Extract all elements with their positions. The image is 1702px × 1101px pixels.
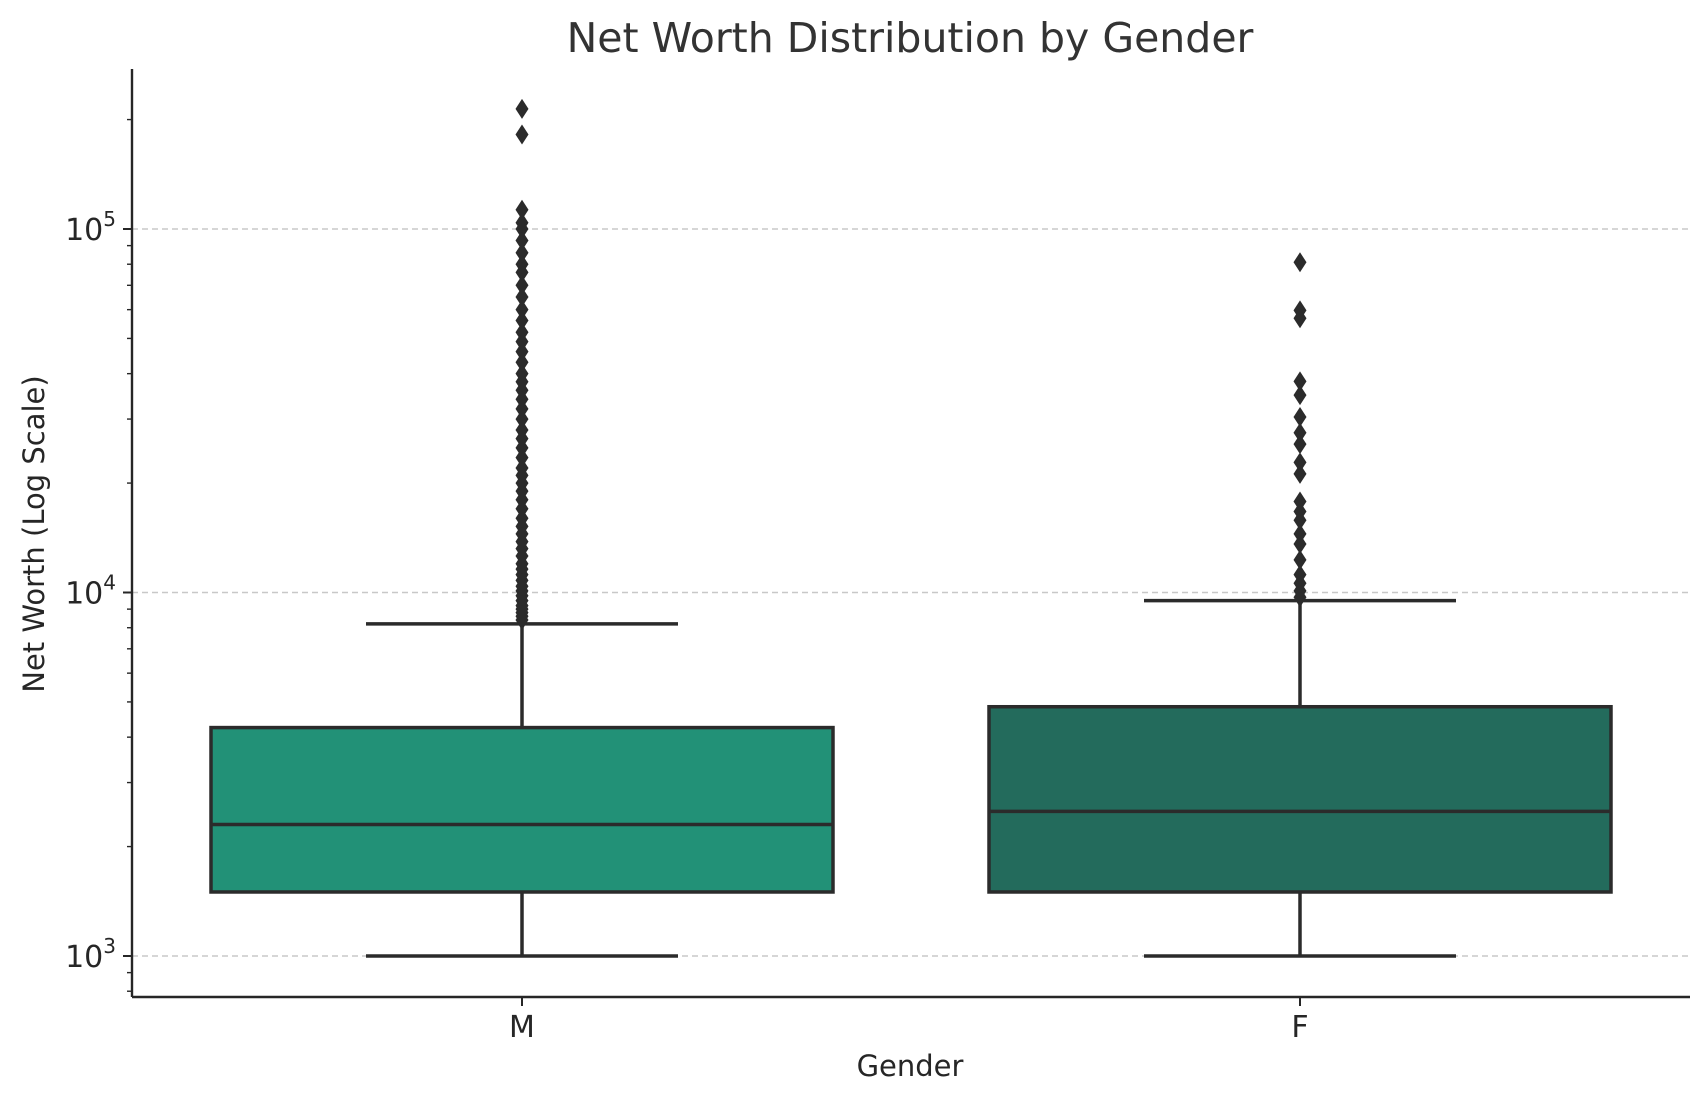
outlier-point <box>1293 501 1307 522</box>
outlier-point <box>515 212 529 233</box>
outlier-point <box>515 275 529 296</box>
outlier-point <box>515 363 529 384</box>
axes <box>130 69 1690 999</box>
x-tick-label-F: F <box>1291 1010 1308 1045</box>
outlier-point <box>1293 523 1307 544</box>
box-M <box>209 725 835 894</box>
outlier-point <box>515 409 529 430</box>
outlier-point <box>515 287 529 308</box>
outlier-point <box>515 98 529 119</box>
outlier-point <box>1293 406 1307 427</box>
outlier-point <box>1293 434 1307 455</box>
outlier-point <box>1293 491 1307 512</box>
outlier-point <box>515 230 529 251</box>
box-group-F <box>987 252 1613 958</box>
outlier-point <box>1293 452 1307 473</box>
y-tick-label-0: 103 <box>65 934 116 975</box>
outlier-point <box>515 458 529 479</box>
outlier-point <box>1293 371 1307 392</box>
outlier-point <box>1293 463 1307 484</box>
outlier-point <box>1293 533 1307 554</box>
outlier-point <box>1293 549 1307 570</box>
outlier-point <box>515 242 529 263</box>
outlier-point <box>515 322 529 343</box>
box-F <box>987 704 1613 894</box>
outlier-point <box>515 254 529 275</box>
outlier-point <box>515 310 529 331</box>
x-axis-label: Gender <box>857 1049 964 1083</box>
y-ticks: 103 104 105 <box>65 118 132 992</box>
box-group-M <box>209 98 835 958</box>
outlier-point <box>515 352 529 373</box>
outlier-point <box>1293 252 1307 273</box>
outlier-point <box>1293 422 1307 443</box>
outlier-point <box>515 299 529 320</box>
boxes-layer <box>209 98 1613 958</box>
y-tick-label-2: 105 <box>65 207 116 248</box>
x-tick-label-M: M <box>509 1010 535 1045</box>
y-axis-label: Net Worth (Log Scale) <box>17 375 51 692</box>
outlier-point <box>515 124 529 145</box>
outlier-point <box>1293 385 1307 406</box>
outlier-point <box>1293 564 1307 585</box>
outlier-point <box>1293 300 1307 321</box>
outlier-point <box>515 419 529 440</box>
y-tick-label-1: 104 <box>65 571 116 612</box>
chart-title: Net Worth Distribution by Gender <box>567 14 1254 62</box>
outlier-point <box>515 199 529 220</box>
